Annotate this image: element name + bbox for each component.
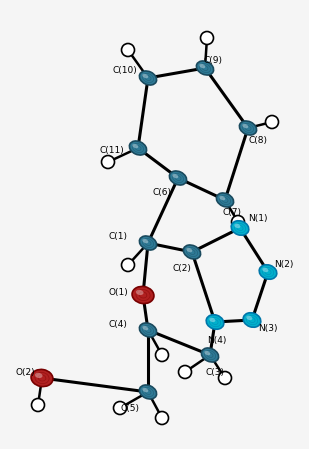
Ellipse shape (139, 323, 157, 337)
Text: C(4): C(4) (108, 321, 127, 330)
Ellipse shape (32, 399, 44, 411)
Ellipse shape (121, 44, 134, 57)
Text: N(4): N(4) (207, 335, 227, 344)
Ellipse shape (243, 313, 261, 327)
Ellipse shape (184, 245, 201, 259)
Ellipse shape (206, 315, 224, 329)
Ellipse shape (246, 316, 252, 320)
Ellipse shape (155, 348, 168, 361)
Ellipse shape (262, 268, 268, 272)
Ellipse shape (197, 61, 214, 75)
Ellipse shape (231, 216, 244, 229)
Ellipse shape (121, 259, 134, 272)
Text: O(1): O(1) (108, 287, 128, 296)
Ellipse shape (186, 248, 192, 252)
Ellipse shape (129, 141, 146, 155)
Ellipse shape (142, 239, 148, 243)
Text: O(2): O(2) (15, 367, 35, 377)
Ellipse shape (265, 115, 278, 128)
Ellipse shape (216, 193, 234, 207)
Ellipse shape (218, 371, 231, 384)
Text: C(8): C(8) (248, 136, 268, 145)
Text: C(3): C(3) (205, 367, 225, 377)
Ellipse shape (155, 411, 168, 424)
Ellipse shape (204, 351, 210, 355)
Text: C(7): C(7) (222, 208, 242, 217)
Ellipse shape (142, 388, 148, 392)
Ellipse shape (113, 401, 126, 414)
Ellipse shape (139, 385, 157, 399)
Ellipse shape (142, 74, 148, 78)
Text: C(9): C(9) (204, 56, 222, 65)
Text: N(1): N(1) (248, 214, 268, 223)
Text: C(11): C(11) (99, 145, 125, 154)
Ellipse shape (242, 124, 248, 128)
Text: C(1): C(1) (108, 233, 128, 242)
Text: N(3): N(3) (258, 323, 278, 333)
Ellipse shape (169, 171, 187, 185)
Ellipse shape (31, 370, 53, 387)
Ellipse shape (231, 221, 249, 235)
Ellipse shape (179, 365, 192, 379)
Text: C(5): C(5) (121, 404, 139, 413)
Ellipse shape (35, 373, 43, 378)
Ellipse shape (209, 317, 215, 322)
Text: C(2): C(2) (172, 264, 192, 273)
Ellipse shape (259, 265, 277, 279)
Ellipse shape (139, 71, 157, 85)
Ellipse shape (132, 144, 138, 148)
Text: C(6): C(6) (153, 188, 171, 197)
Ellipse shape (172, 174, 178, 178)
Ellipse shape (199, 64, 205, 68)
Ellipse shape (234, 224, 240, 228)
Ellipse shape (201, 348, 218, 362)
Ellipse shape (132, 286, 154, 304)
Ellipse shape (139, 236, 157, 250)
Ellipse shape (101, 155, 115, 168)
Ellipse shape (201, 31, 214, 44)
Ellipse shape (136, 290, 143, 295)
Ellipse shape (239, 121, 256, 135)
Text: C(10): C(10) (112, 66, 138, 75)
Text: N(2): N(2) (274, 260, 294, 269)
Ellipse shape (142, 326, 148, 330)
Ellipse shape (219, 196, 225, 200)
